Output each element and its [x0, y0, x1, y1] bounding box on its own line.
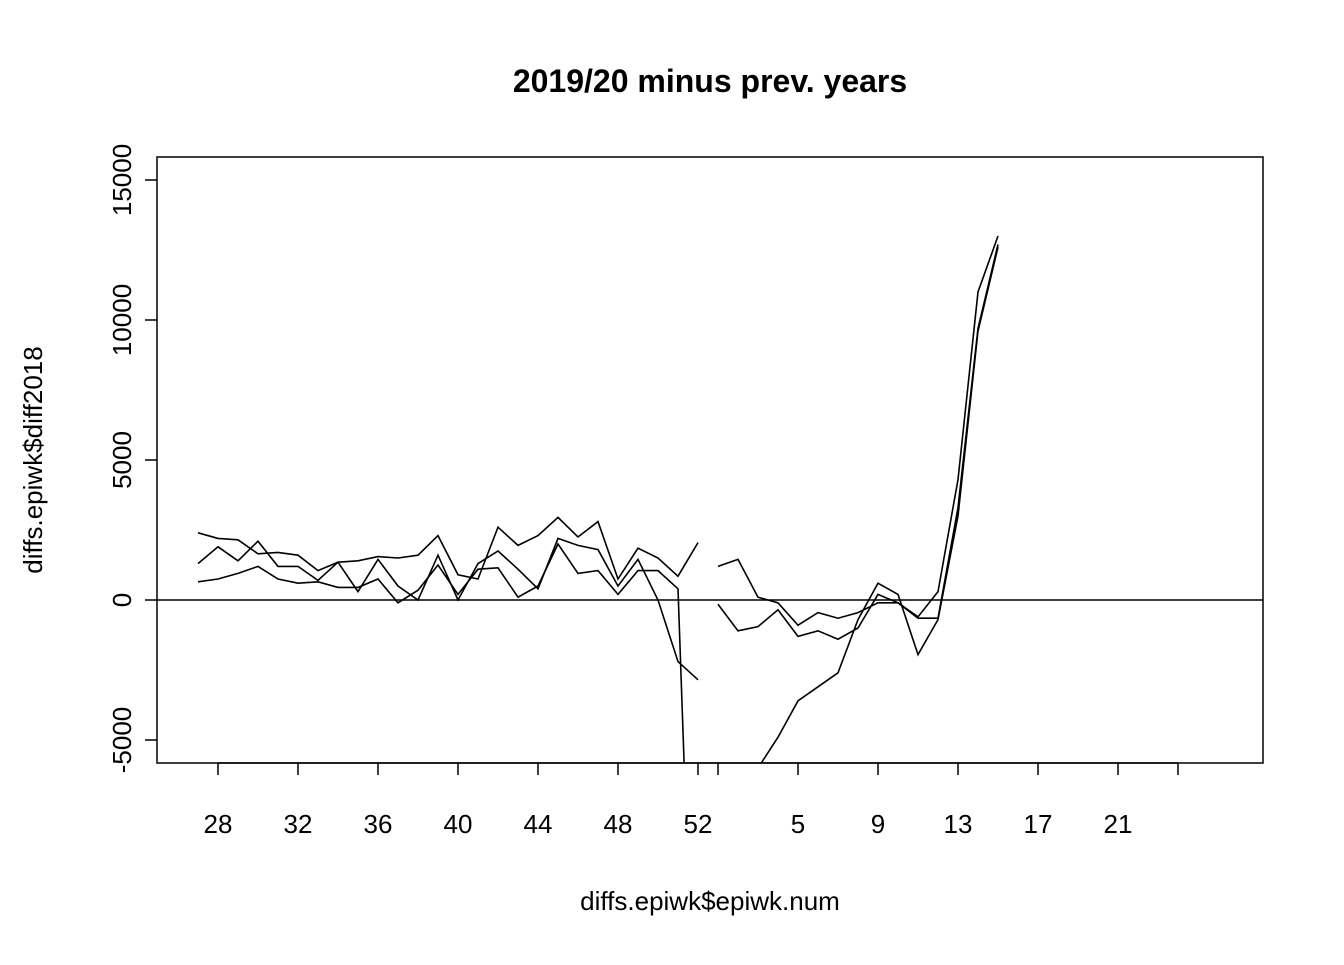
x-tick-label: 52: [684, 809, 713, 839]
x-tick-label: 48: [604, 809, 633, 839]
x-tick-label: 28: [204, 809, 233, 839]
x-tick-label: 44: [524, 809, 553, 839]
y-tick-label: 15000: [107, 144, 137, 216]
y-tick-label: 0: [107, 593, 137, 607]
y-tick-label: 10000: [107, 284, 137, 356]
series-line: [197, 247, 999, 763]
y-tick-label: 5000: [107, 431, 137, 489]
series-line: [197, 235, 999, 681]
x-tick-label: 5: [791, 809, 805, 839]
plot-box: [156, 156, 1264, 764]
x-tick-label: 36: [364, 809, 393, 839]
x-tick-label: 17: [1024, 809, 1053, 839]
x-tick-label: 32: [284, 809, 313, 839]
x-axis-label: diffs.epiwk$epiwk.num: [580, 886, 840, 916]
y-tick-label: -5000: [107, 707, 137, 774]
series-line: [197, 244, 999, 627]
chart-title: 2019/20 minus prev. years: [513, 63, 907, 99]
x-tick-label: 40: [444, 809, 473, 839]
x-tick-label: 21: [1104, 809, 1133, 839]
x-tick-label: 9: [871, 809, 885, 839]
x-tick-label: 13: [944, 809, 973, 839]
plot-area: [157, 235, 1263, 763]
y-axis-label: diffs.epiwk$diff2018: [18, 346, 48, 573]
